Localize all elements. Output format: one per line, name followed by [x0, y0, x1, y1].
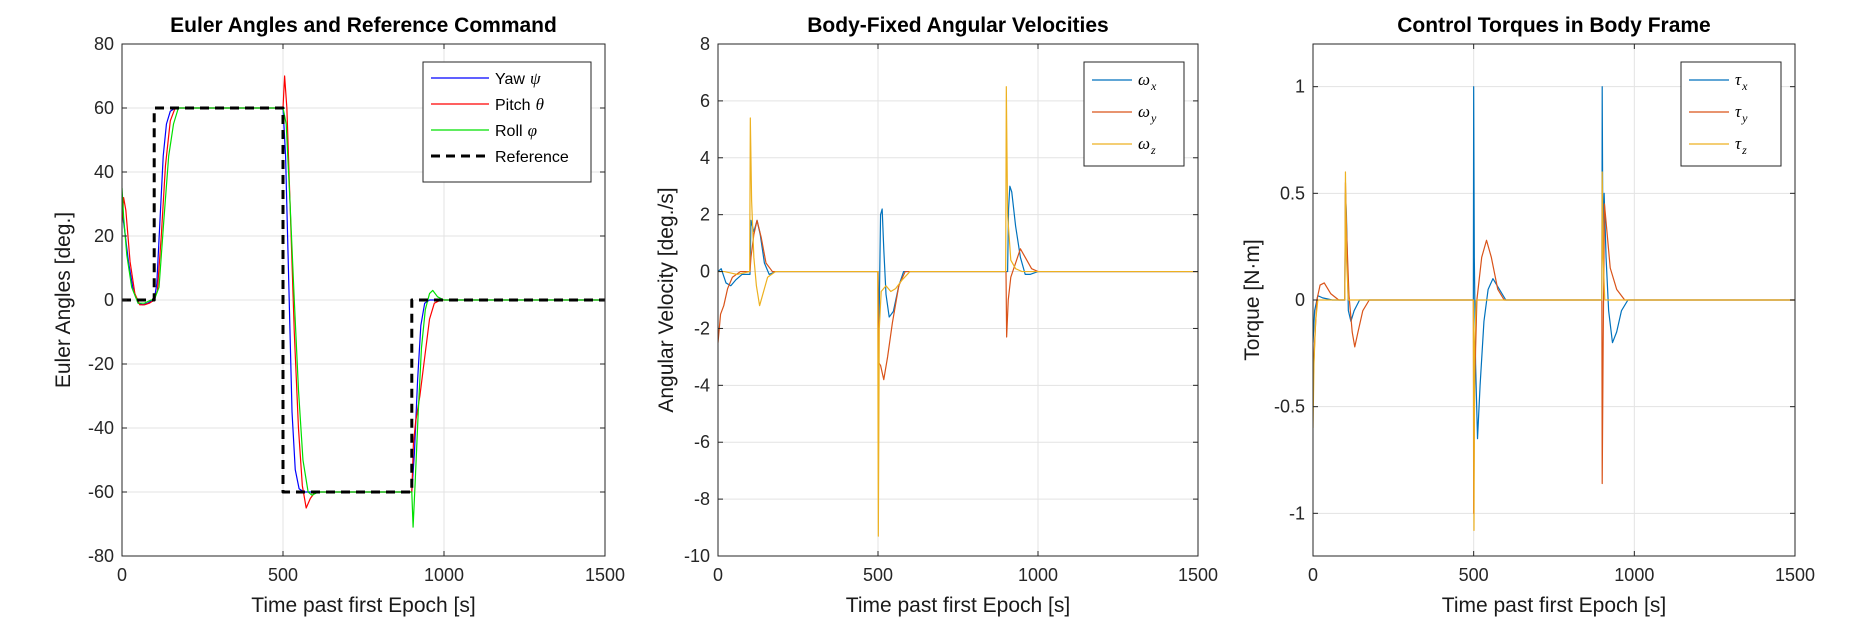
y-axis-label: Euler Angles [deg.]	[52, 212, 75, 388]
y-tick-label: 8	[700, 34, 710, 54]
legend-box	[422, 61, 592, 183]
y-tick-label: -2	[694, 318, 710, 338]
series-group	[122, 75, 605, 528]
series-line-τz	[1313, 171, 1795, 531]
x-tick-label: 1500	[1178, 565, 1218, 585]
y-tick-label: -60	[88, 482, 114, 502]
chart-title: Euler Angles and Reference Command	[170, 14, 557, 37]
y-tick-label: -20	[88, 354, 114, 374]
legend-entry: ωx	[1138, 70, 1157, 93]
x-tick-label: 0	[1308, 565, 1318, 585]
x-tick-label: 500	[268, 565, 298, 585]
x-tick-label: 500	[1459, 565, 1489, 585]
y-tick-label: 0	[104, 290, 114, 310]
series-line-pitch	[122, 75, 605, 509]
y-tick-label: 0.5	[1280, 183, 1305, 203]
x-axis-label: Time past first Epoch [s]	[251, 594, 475, 617]
legend-entry: Yaw ψ	[495, 69, 541, 88]
y-tick-label: 1	[1295, 77, 1305, 97]
legend-entry: ωz	[1138, 134, 1156, 157]
y-tick-label: 0	[700, 262, 710, 282]
series-group	[1313, 86, 1795, 531]
y-tick-label: -80	[88, 546, 114, 566]
legend-entry: Reference	[495, 149, 569, 166]
y-tick-label: 4	[700, 148, 710, 168]
y-tick-label: -8	[694, 489, 710, 509]
y-tick-label: 20	[94, 226, 114, 246]
chart-panel-1: 0 500 1000 1500 -80 -60 -40 -20 0 20 40 60 80 Euler A…	[52, 14, 625, 617]
y-tick-label: 60	[94, 98, 114, 118]
y-tick-label: -1	[1289, 503, 1305, 523]
y-axis-label: Angular Velocity [deg./s]	[655, 187, 678, 412]
legend-entry: τz	[1735, 134, 1747, 157]
x-axis-label: Time past first Epoch [s]	[1442, 594, 1666, 617]
series-line-ωx	[718, 185, 1198, 330]
x-axis-label: Time past first Epoch [s]	[846, 594, 1070, 617]
series-group	[718, 86, 1198, 537]
legend-box	[1680, 61, 1782, 167]
legend: τx τy τz	[1680, 61, 1782, 167]
chart-panel-2: 0 500 1000 1500 -10 -8 -6 -4 -2 0 2 4 6 8 Body-Fixed A…	[655, 14, 1218, 617]
y-tick-label: 0	[1295, 290, 1305, 310]
series-line-ωy	[718, 219, 1198, 381]
legend: Yaw ψ Pitch θ Roll φ Reference	[422, 61, 592, 183]
y-tick-label: 80	[94, 34, 114, 54]
y-tick-label: -6	[694, 432, 710, 452]
series-line-reference	[122, 106, 605, 494]
y-axis-label: Torque [N·m]	[1241, 239, 1264, 360]
legend-entry: Roll φ	[495, 121, 537, 140]
x-tick-label: 1000	[1018, 565, 1058, 585]
y-tick-label: -10	[684, 546, 710, 566]
chart-title: Control Torques in Body Frame	[1397, 14, 1710, 37]
y-tick-label: 6	[700, 91, 710, 111]
x-tick-label: 500	[863, 565, 893, 585]
chart-title: Body-Fixed Angular Velocities	[807, 14, 1108, 37]
axes-box	[717, 43, 1199, 557]
x-tick-label: 0	[713, 565, 723, 585]
legend-entry: Pitch θ	[495, 95, 544, 114]
y-tick-label: -0.5	[1274, 397, 1305, 417]
x-tick-label: 0	[117, 565, 127, 585]
legend-entry: τy	[1735, 102, 1748, 125]
x-tick-label: 1000	[1614, 565, 1654, 585]
y-tick-label: -40	[88, 418, 114, 438]
chart-panel-3: 0 500 1000 1500 -1 -0.5 0 0.5 1 Control Torques i…	[1241, 14, 1815, 617]
legend: ωx ωy ωz	[1083, 61, 1185, 167]
y-tick-label: 40	[94, 162, 114, 182]
x-tick-label: 1500	[585, 565, 625, 585]
x-tick-label: 1500	[1775, 565, 1815, 585]
x-tick-label: 1000	[424, 565, 464, 585]
legend-box	[1083, 61, 1185, 167]
series-line-ωz	[718, 86, 1198, 537]
legend-entry: ωy	[1138, 102, 1157, 125]
legend-entry: τx	[1735, 70, 1748, 93]
y-tick-label: -4	[694, 375, 710, 395]
series-line-roll	[122, 107, 605, 528]
y-tick-label: 2	[700, 205, 710, 225]
